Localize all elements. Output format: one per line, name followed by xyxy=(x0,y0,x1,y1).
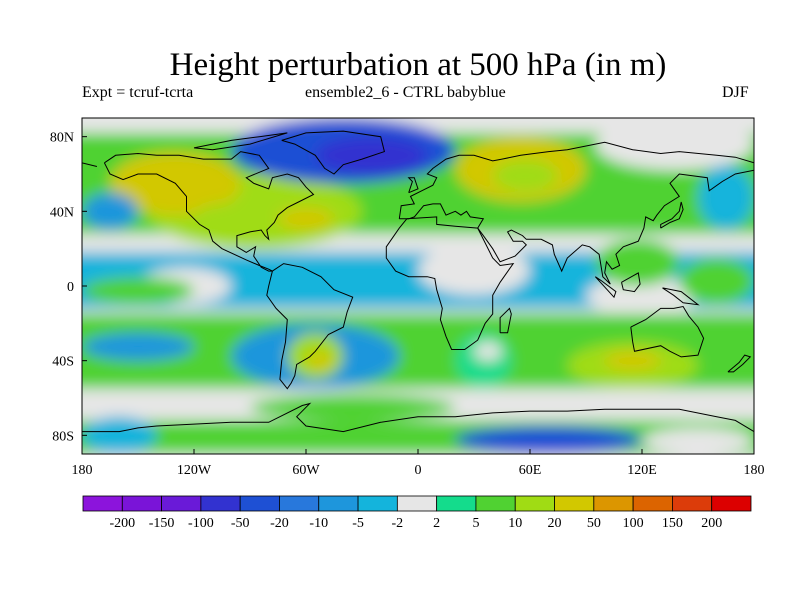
field-region xyxy=(595,118,754,171)
colorbar-label: -200 xyxy=(109,516,135,531)
contour-field xyxy=(82,118,754,454)
y-axis: 80N 40N 0 40S 80S xyxy=(50,131,87,444)
coastline xyxy=(621,272,641,293)
colorbar-swatch xyxy=(239,495,280,512)
field-region xyxy=(455,426,642,454)
colorbar: -200 -150 -100 -50 -20 -10 -5 -2 2 5 10 20 50 100 150 2… xyxy=(82,495,752,531)
field-region xyxy=(315,136,428,174)
x-tick-label: 120W xyxy=(177,463,212,478)
experiment-label: Expt = tcruf-tcrta xyxy=(82,84,194,101)
field-region xyxy=(586,276,698,315)
field-region xyxy=(82,420,754,454)
y-tick-label: 0 xyxy=(67,280,74,295)
field-region xyxy=(418,244,530,296)
coastlines xyxy=(82,130,754,433)
coastline xyxy=(385,216,515,350)
season-label: DJF xyxy=(722,84,749,101)
coastline xyxy=(398,141,754,219)
field-region xyxy=(604,351,661,370)
x-tick-label: 60W xyxy=(292,463,320,478)
colorbar-swatch xyxy=(82,495,123,512)
colorbar-label: -50 xyxy=(231,516,250,531)
colorbar-label: 10 xyxy=(508,516,522,531)
field-region xyxy=(194,202,288,230)
coastline xyxy=(266,263,354,390)
coastline xyxy=(399,169,754,285)
field-region xyxy=(595,239,680,286)
y-tick-label: 40N xyxy=(50,205,74,220)
field-region xyxy=(82,332,194,361)
field-region xyxy=(474,342,502,361)
coastline xyxy=(630,305,705,358)
colorbar-swatch xyxy=(357,495,398,512)
coastline xyxy=(662,287,700,306)
colorbar-swatch xyxy=(554,495,595,512)
coastline xyxy=(660,201,684,229)
x-tick-label: 0 xyxy=(415,463,422,478)
coastline xyxy=(82,162,98,167)
coastline xyxy=(727,354,752,373)
field-region xyxy=(250,394,456,421)
coastline xyxy=(193,132,288,151)
field-region xyxy=(82,416,157,454)
x-tick-label: 60E xyxy=(519,463,542,478)
field-region xyxy=(82,192,138,230)
coastline xyxy=(281,130,385,175)
colorbar-label: -100 xyxy=(188,516,214,531)
field-region xyxy=(306,351,334,370)
field-region xyxy=(642,427,754,454)
colorbar-swatch xyxy=(121,495,162,512)
coastline xyxy=(407,177,419,194)
colorbar-label: -5 xyxy=(352,516,364,531)
coastline xyxy=(594,276,617,299)
colorbar-swatch xyxy=(318,495,359,512)
colorbar-label: 5 xyxy=(472,516,479,531)
colorbar-label: -10 xyxy=(309,516,328,531)
field-region xyxy=(278,207,334,230)
chart-title: Height perturbation at 500 hPa (in m) xyxy=(169,47,667,83)
colorbar-label: 2 xyxy=(433,516,440,531)
ensemble-label: ensemble2_6 - CTRL babyblue xyxy=(305,84,506,101)
x-axis: 180 120W 60W 0 60E 120E 180 xyxy=(72,449,765,478)
colorbar-swatch xyxy=(161,495,202,512)
field-region xyxy=(82,276,194,305)
field-region xyxy=(455,332,512,389)
colorbar-label: 100 xyxy=(623,516,644,531)
y-tick-label: 40S xyxy=(52,355,74,370)
colorbar-label: -2 xyxy=(392,516,404,531)
colorbar-swatch xyxy=(279,495,320,512)
colorbar-swatch xyxy=(200,495,241,512)
field-region xyxy=(492,159,558,193)
colorbar-label: 150 xyxy=(662,516,683,531)
colorbar-label: 50 xyxy=(587,516,601,531)
colorbar-swatch xyxy=(593,495,634,512)
field-region xyxy=(679,258,754,305)
colorbar-swatch xyxy=(672,495,713,512)
colorbar-swatch xyxy=(711,495,752,512)
colorbar-label: -20 xyxy=(270,516,289,531)
y-tick-label: 80N xyxy=(50,131,74,146)
colorbar-swatch xyxy=(436,495,477,512)
colorbar-label: 200 xyxy=(701,516,722,531)
colorbar-swatch xyxy=(475,495,516,512)
coastline xyxy=(82,402,754,433)
colorbar-label: -150 xyxy=(149,516,175,531)
coastline xyxy=(103,151,315,272)
colorbar-swatch xyxy=(632,495,673,512)
x-tick-label: 120E xyxy=(627,463,657,478)
y-tick-label: 80S xyxy=(52,429,74,444)
x-tick-label: 180 xyxy=(72,463,93,478)
coastline xyxy=(499,307,512,334)
colorbar-label: 20 xyxy=(548,516,562,531)
colorbar-swatch xyxy=(396,495,438,512)
field-region xyxy=(698,164,754,230)
colorbar-swatch xyxy=(514,495,555,512)
x-tick-label: 180 xyxy=(744,463,765,478)
